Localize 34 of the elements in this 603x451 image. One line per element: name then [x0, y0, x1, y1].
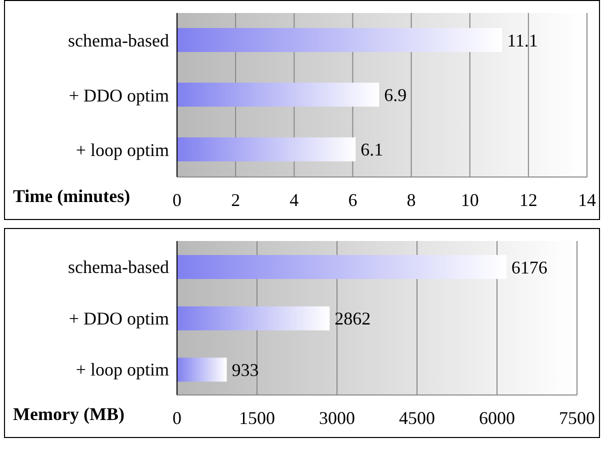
- x-tick-label: 0: [172, 408, 182, 428]
- x-axis-title: Memory (MB): [13, 404, 124, 425]
- bar: [177, 255, 506, 279]
- y-tick-label: schema-based: [68, 30, 169, 51]
- x-axis-title: Time (minutes): [13, 186, 130, 207]
- data-label: 6176: [511, 257, 548, 278]
- x-tick-label: 6: [348, 190, 358, 210]
- y-tick-label: + DDO optim: [68, 85, 169, 106]
- x-tick-label: 10: [460, 190, 479, 210]
- x-tick-label: 0: [172, 190, 182, 210]
- y-tick-label: schema-based: [68, 257, 169, 278]
- data-label: 6.9: [384, 85, 407, 106]
- data-label: 933: [232, 360, 259, 380]
- bar: [177, 358, 227, 382]
- x-tick-label: 4500: [399, 408, 435, 428]
- x-tick-label: 4: [290, 190, 299, 210]
- x-tick-label: 14: [578, 190, 596, 210]
- y-tick-label: + loop optim: [76, 140, 169, 160]
- x-tick-label: 6000: [479, 408, 515, 428]
- bar: [177, 82, 380, 107]
- bar: [177, 137, 356, 162]
- x-tick-label: 2: [231, 190, 240, 210]
- y-tick-label: + loop optim: [76, 360, 169, 380]
- data-label: 2862: [334, 308, 371, 329]
- data-label: 11.1: [507, 30, 538, 50]
- x-tick-label: 1500: [239, 408, 275, 428]
- bar: [177, 306, 330, 330]
- bar: [177, 28, 502, 52]
- y-tick-label: + DDO optim: [68, 308, 169, 328]
- x-tick-label: 7500: [559, 408, 595, 428]
- x-tick-label: 12: [519, 190, 538, 210]
- data-label: 6.1: [360, 140, 384, 160]
- x-tick-label: 3000: [319, 408, 355, 428]
- x-tick-label: 8: [406, 190, 416, 210]
